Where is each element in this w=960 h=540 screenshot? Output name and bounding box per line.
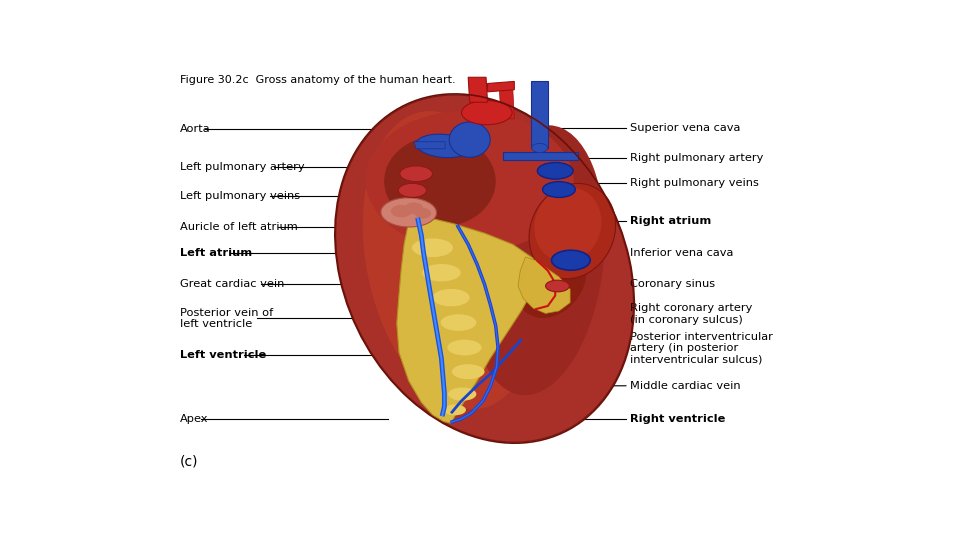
- Text: Right pulmonary artery: Right pulmonary artery: [630, 153, 763, 164]
- Ellipse shape: [447, 340, 482, 355]
- Text: Right atrium: Right atrium: [630, 215, 711, 226]
- Ellipse shape: [532, 144, 548, 152]
- Ellipse shape: [415, 208, 431, 219]
- Ellipse shape: [366, 111, 574, 252]
- Polygon shape: [414, 141, 445, 149]
- Ellipse shape: [363, 111, 540, 409]
- Ellipse shape: [441, 314, 476, 331]
- Text: Aorta: Aorta: [180, 124, 210, 134]
- Ellipse shape: [448, 388, 476, 401]
- Ellipse shape: [542, 181, 575, 198]
- Polygon shape: [396, 217, 539, 423]
- Text: Left pulmonary artery: Left pulmonary artery: [180, 161, 304, 172]
- Text: (c): (c): [180, 454, 198, 468]
- Polygon shape: [468, 77, 488, 102]
- Text: Middle cardiac vein: Middle cardiac vein: [630, 381, 740, 391]
- Ellipse shape: [391, 205, 412, 218]
- Ellipse shape: [545, 280, 569, 292]
- Text: Posterior interventricular
artery (in posterior
interventricular sulcus): Posterior interventricular artery (in po…: [630, 332, 773, 365]
- Ellipse shape: [381, 198, 437, 227]
- Polygon shape: [503, 152, 578, 160]
- Text: Superior vena cava: Superior vena cava: [630, 123, 740, 133]
- Ellipse shape: [404, 202, 423, 214]
- Polygon shape: [488, 82, 515, 92]
- Ellipse shape: [516, 244, 587, 318]
- Ellipse shape: [449, 122, 491, 157]
- Ellipse shape: [452, 364, 485, 379]
- Polygon shape: [532, 82, 548, 148]
- Ellipse shape: [417, 134, 471, 158]
- Ellipse shape: [468, 125, 605, 395]
- Text: Inferior vena cava: Inferior vena cava: [630, 248, 733, 258]
- Ellipse shape: [412, 238, 453, 257]
- Text: Posterior vein of
left ventricle: Posterior vein of left ventricle: [180, 308, 273, 329]
- Ellipse shape: [336, 95, 634, 442]
- Ellipse shape: [535, 187, 602, 262]
- Text: Right pulmonary veins: Right pulmonary veins: [630, 178, 758, 188]
- Ellipse shape: [537, 152, 544, 160]
- Ellipse shape: [462, 100, 512, 125]
- Text: Figure 30.2c  Gross anatomy of the human heart.: Figure 30.2c Gross anatomy of the human …: [180, 75, 455, 85]
- Ellipse shape: [538, 163, 573, 179]
- Text: Apex: Apex: [180, 414, 208, 424]
- Ellipse shape: [529, 184, 615, 279]
- Polygon shape: [518, 257, 570, 313]
- Ellipse shape: [432, 289, 469, 306]
- Ellipse shape: [384, 136, 495, 227]
- Polygon shape: [499, 90, 515, 119]
- Text: Left atrium: Left atrium: [180, 248, 252, 258]
- Ellipse shape: [422, 264, 461, 281]
- Ellipse shape: [399, 166, 432, 181]
- Text: Right ventricle: Right ventricle: [630, 414, 725, 424]
- Ellipse shape: [398, 183, 426, 198]
- Ellipse shape: [444, 404, 466, 415]
- Text: Right coronary artery
(in coronary sulcus): Right coronary artery (in coronary sulcu…: [630, 303, 752, 325]
- Text: Left pulmonary veins: Left pulmonary veins: [180, 191, 300, 201]
- Text: Great cardiac vein: Great cardiac vein: [180, 279, 284, 289]
- Text: Coronary sinus: Coronary sinus: [630, 279, 715, 289]
- Ellipse shape: [551, 250, 590, 270]
- Text: Left ventricle: Left ventricle: [180, 350, 266, 360]
- Text: Auricle of left atrium: Auricle of left atrium: [180, 222, 298, 232]
